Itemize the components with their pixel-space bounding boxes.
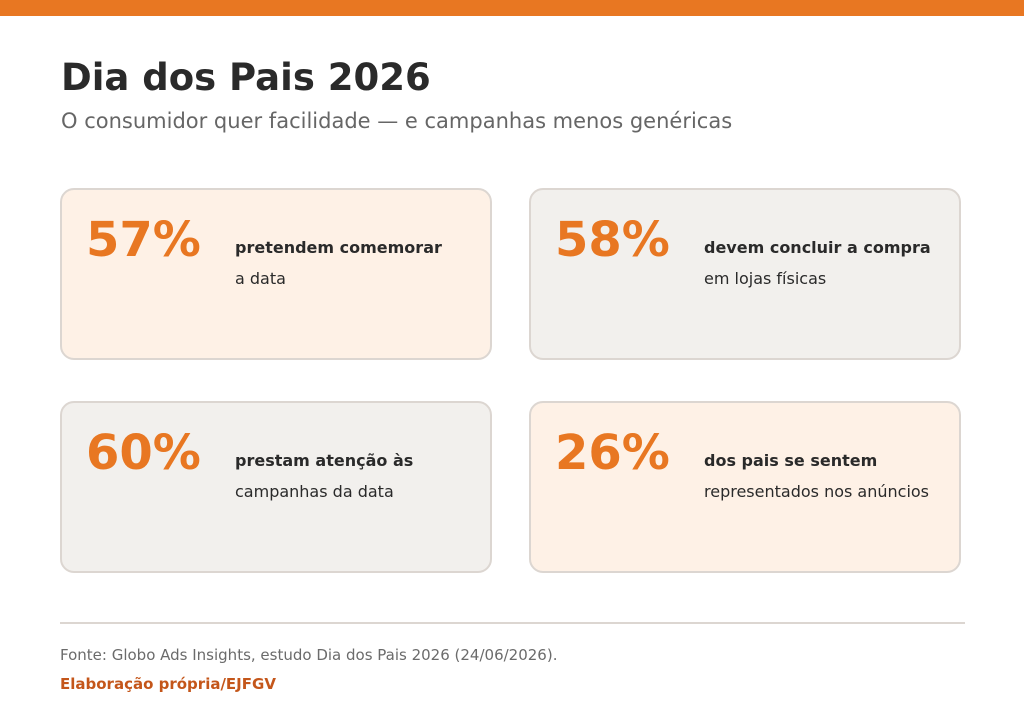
stat-description-plain: a data (235, 269, 286, 288)
stat-description: pretendem comemorar a data (235, 232, 485, 294)
credit-note: Elaboração própria/EJFGV (60, 675, 276, 693)
page-subtitle: O consumidor quer facilidade — e campanh… (61, 109, 733, 133)
page-title: Dia dos Pais 2026 (61, 56, 431, 99)
source-note: Fonte: Globo Ads Insights, estudo Dia do… (60, 646, 558, 664)
stat-value: 58% (555, 212, 670, 268)
top-accent-bar (0, 0, 1024, 16)
stat-description-bold: pretendem comemorar (235, 238, 442, 257)
stat-description-bold: prestam atenção às (235, 451, 414, 470)
stat-description-bold: devem concluir a compra (704, 238, 931, 257)
footer-divider (60, 622, 965, 624)
stat-card-representation: 26% dos pais se sentem representados nos… (529, 401, 961, 573)
stat-value: 57% (86, 212, 201, 268)
stat-description: prestam atenção às campanhas da data (235, 445, 485, 507)
stat-description-plain: representados nos anúncios (704, 482, 930, 501)
stat-description: devem concluir a compra em lojas físicas (704, 232, 954, 294)
stat-description-plain: em lojas físicas (704, 269, 827, 288)
stat-card-physical-stores: 58% devem concluir a compra em lojas fís… (529, 188, 961, 360)
stat-value: 60% (86, 425, 201, 481)
stat-value: 26% (555, 425, 670, 481)
stat-description: dos pais se sentem representados nos anú… (704, 445, 954, 507)
stat-description-plain: campanhas da data (235, 482, 394, 501)
stat-card-celebrate: 57% pretendem comemorar a data (60, 188, 492, 360)
stat-card-campaign-attention: 60% prestam atenção às campanhas da data (60, 401, 492, 573)
stat-description-bold: dos pais se sentem (704, 451, 878, 470)
